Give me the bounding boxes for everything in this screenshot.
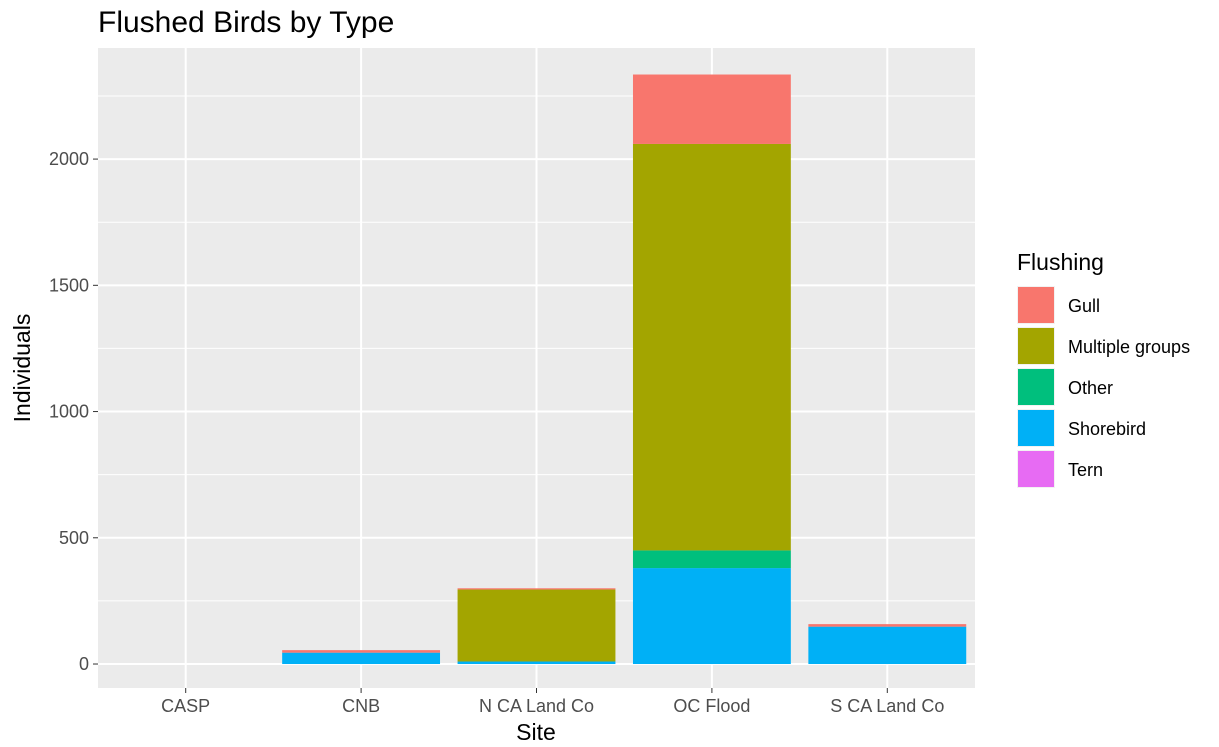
bar-segment bbox=[282, 650, 441, 653]
x-tick-label: OC Flood bbox=[673, 696, 750, 716]
bar-segment bbox=[632, 568, 791, 665]
legend-swatch bbox=[1018, 451, 1054, 487]
legend-title: Flushing bbox=[1017, 249, 1104, 275]
bar-segment bbox=[457, 588, 616, 590]
bar-segment bbox=[457, 661, 616, 665]
legend-swatch bbox=[1018, 328, 1054, 364]
bar-segment bbox=[457, 589, 616, 662]
y-axis-title: Individuals bbox=[9, 314, 35, 423]
legend-label: Shorebird bbox=[1068, 419, 1146, 439]
bar-segment bbox=[632, 143, 791, 551]
y-tick-label: 2000 bbox=[49, 149, 89, 169]
chart-title: Flushed Birds by Type bbox=[98, 6, 394, 39]
legend-label: Tern bbox=[1068, 460, 1103, 480]
legend-label: Other bbox=[1068, 378, 1113, 398]
x-tick-label: CASP bbox=[161, 696, 210, 716]
y-tick-label: 1500 bbox=[49, 275, 89, 295]
bar-segment bbox=[282, 652, 441, 665]
x-tick-label: CNB bbox=[342, 696, 380, 716]
legend-swatch bbox=[1018, 287, 1054, 323]
x-tick-label: S CA Land Co bbox=[830, 696, 944, 716]
y-tick-label: 0 bbox=[79, 654, 89, 674]
bar-segment bbox=[632, 74, 791, 144]
legend-label: Multiple groups bbox=[1068, 337, 1190, 357]
x-axis: CASP CNB N CA Land Co OC Flood S CA Land Co bbox=[161, 688, 944, 716]
x-axis-title: Site bbox=[516, 719, 556, 745]
bar-segment bbox=[808, 626, 967, 665]
bars bbox=[282, 74, 967, 665]
y-tick-label: 1000 bbox=[49, 402, 89, 422]
y-tick-label: 500 bbox=[59, 528, 89, 548]
legend-swatch bbox=[1018, 410, 1054, 446]
bar-segment bbox=[632, 550, 791, 569]
legend: Flushing Gull Multiple groups Other Shorebi… bbox=[1017, 249, 1190, 488]
legend-swatch bbox=[1018, 369, 1054, 405]
y-axis: 0 500 1000 1500 2000 bbox=[49, 149, 98, 674]
x-tick-label: N CA Land Co bbox=[479, 696, 594, 716]
legend-label: Gull bbox=[1068, 296, 1100, 316]
bar-segment bbox=[808, 624, 967, 627]
